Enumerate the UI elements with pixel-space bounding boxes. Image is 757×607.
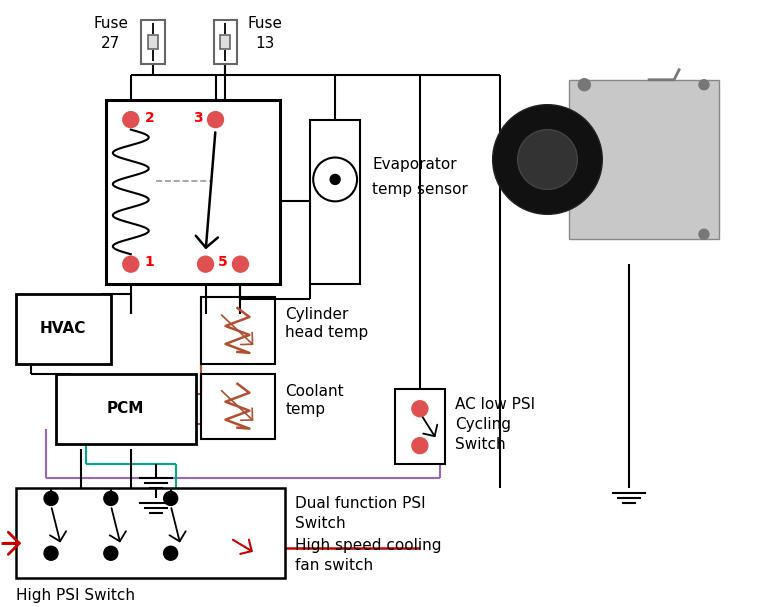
Circle shape	[330, 174, 340, 185]
Bar	[16, 294, 111, 364]
Circle shape	[313, 157, 357, 202]
Circle shape	[518, 129, 578, 189]
Text: head temp: head temp	[285, 325, 369, 340]
Circle shape	[412, 401, 428, 416]
Circle shape	[123, 256, 139, 272]
Circle shape	[412, 438, 428, 453]
Text: 3: 3	[194, 110, 203, 124]
Bar	[569, 80, 719, 239]
Text: Dual function PSI: Dual function PSI	[295, 497, 426, 512]
Text: Coolant: Coolant	[285, 384, 344, 399]
Text: Fuse: Fuse	[248, 16, 283, 32]
Text: Evaporator: Evaporator	[372, 157, 456, 172]
Bar	[220, 35, 230, 49]
Text: High speed cooling: High speed cooling	[295, 538, 442, 554]
Text: 13: 13	[256, 36, 275, 52]
Text: Fuse: Fuse	[93, 16, 129, 32]
Circle shape	[164, 546, 178, 560]
Text: 1: 1	[145, 255, 154, 269]
Text: temp: temp	[285, 402, 326, 417]
Bar	[56, 374, 195, 444]
Text: PCM: PCM	[107, 401, 145, 416]
Circle shape	[699, 229, 709, 239]
Text: 5: 5	[217, 255, 227, 269]
Text: Cylinder: Cylinder	[285, 307, 349, 322]
Bar	[106, 100, 280, 284]
Circle shape	[578, 79, 590, 90]
Text: 27: 27	[101, 36, 120, 52]
Bar	[310, 120, 360, 284]
Text: HVAC: HVAC	[40, 322, 86, 336]
Text: 2: 2	[145, 110, 154, 124]
Bar	[213, 20, 238, 64]
Text: Cycling: Cycling	[455, 416, 511, 432]
Bar	[16, 489, 285, 578]
Circle shape	[123, 112, 139, 127]
Text: temp sensor: temp sensor	[372, 182, 468, 197]
Bar	[141, 20, 165, 64]
Bar	[201, 374, 276, 439]
Circle shape	[207, 112, 223, 127]
Text: AC low PSI: AC low PSI	[455, 397, 535, 412]
Circle shape	[198, 256, 213, 272]
Text: High PSI Switch: High PSI Switch	[16, 588, 136, 603]
Circle shape	[699, 80, 709, 90]
Circle shape	[493, 104, 603, 214]
Circle shape	[44, 546, 58, 560]
Bar	[148, 35, 157, 49]
Bar	[395, 388, 445, 464]
Circle shape	[104, 546, 118, 560]
Bar	[201, 297, 276, 364]
Text: Switch: Switch	[295, 517, 346, 531]
Circle shape	[164, 492, 178, 506]
Circle shape	[232, 256, 248, 272]
Circle shape	[104, 492, 118, 506]
Text: Switch: Switch	[455, 436, 506, 452]
Circle shape	[44, 492, 58, 506]
Text: fan switch: fan switch	[295, 558, 373, 573]
